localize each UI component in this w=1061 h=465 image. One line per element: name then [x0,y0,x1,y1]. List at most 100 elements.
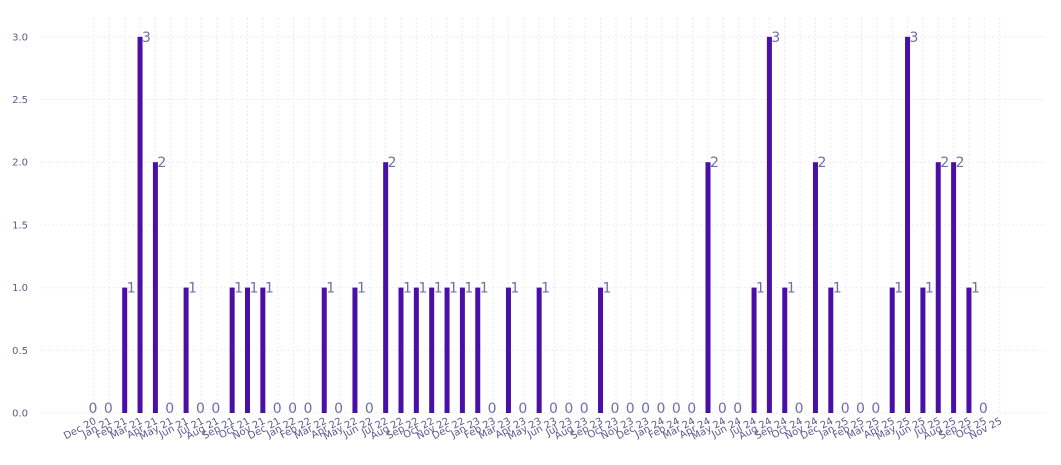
data-label: 0 [871,401,880,417]
bar [935,162,941,413]
bar [828,287,834,413]
x-tick-label: Nov 25 [968,416,1004,442]
data-label: 0 [733,401,742,417]
data-label: 0 [488,401,497,417]
bar [413,287,419,413]
data-label: 0 [979,401,988,417]
data-label: 3 [910,30,919,46]
data-label: 1 [971,281,980,297]
bar [966,287,972,413]
data-label: 0 [303,401,312,417]
bar [321,287,327,413]
bar [705,162,711,413]
bar [475,287,481,413]
bars [122,36,972,414]
bar [920,287,926,413]
data-label: 0 [672,401,681,417]
y-tick-label: 1.0 [12,283,28,294]
data-label: 0 [856,401,865,417]
data-label: 0 [687,401,696,417]
data-label: 1 [326,281,335,297]
data-label: 1 [357,281,366,297]
data-label: 0 [841,401,850,417]
data-label: 0 [549,401,558,417]
data-label: 2 [710,155,719,171]
data-label: 2 [956,155,965,171]
data-label: 1 [756,281,765,297]
y-tick-label: 0.5 [12,346,28,357]
data-label: 1 [925,281,934,297]
data-label: 1 [234,281,243,297]
data-label: 0 [334,401,343,417]
bar [459,287,465,413]
data-label: 0 [518,401,527,417]
bar [152,162,158,413]
bar [751,287,757,413]
data-label: 0 [641,401,650,417]
bar [598,287,604,413]
data-label: 1 [434,281,443,297]
bar [905,36,911,414]
data-label: 1 [418,281,427,297]
data-label: 0 [288,401,297,417]
data-label: 2 [157,155,166,171]
data-label: 0 [564,401,573,417]
data-label: 0 [610,401,619,417]
data-label: 0 [273,401,282,417]
bar [383,162,389,413]
bar [782,287,788,413]
data-label: 1 [127,281,136,297]
data-label: 1 [403,281,412,297]
data-label: 0 [656,401,665,417]
bar [229,287,235,413]
data-label: 1 [449,281,458,297]
bar [951,162,957,413]
data-label: 0 [196,401,205,417]
bar [260,287,266,413]
bar [536,287,542,413]
data-label: 2 [817,155,826,171]
data-label: 0 [365,401,374,417]
bar [429,287,435,413]
bar [398,287,404,413]
bar [889,287,895,413]
y-tick-label: 1.5 [12,220,28,231]
data-label: 0 [165,401,174,417]
bar [505,287,511,413]
bar [766,36,772,414]
bar [245,287,250,413]
y-axis-ticks: 0.0 0.5 1.0 1.5 2.0 2.5 3.0 [12,32,28,419]
bar [137,36,143,414]
data-label: 1 [510,281,519,297]
data-label: 1 [464,281,473,297]
data-label: 1 [603,281,612,297]
data-label: 1 [541,281,550,297]
data-label: 2 [388,155,397,171]
data-label: 1 [265,281,274,297]
bar [122,287,128,413]
data-label: 0 [580,401,589,417]
y-tick-label: 3.0 [12,32,28,43]
y-tick-label: 0.0 [12,409,28,420]
data-label: 3 [142,30,151,46]
y-tick-label: 2.5 [12,95,28,106]
data-label: 1 [188,281,197,297]
data-label: 0 [795,401,804,417]
data-label: 1 [894,281,903,297]
bar [812,162,818,413]
data-label: 3 [771,30,780,46]
bar [183,287,189,413]
data-label: 0 [211,401,220,417]
data-label: 1 [787,281,796,297]
y-tick-label: 2.0 [12,158,28,169]
data-label: 0 [89,401,98,417]
data-label: 0 [104,401,113,417]
data-label: 0 [718,401,727,417]
data-label: 2 [940,155,949,171]
data-label: 1 [480,281,489,297]
bar [352,287,358,413]
bar [444,287,450,413]
